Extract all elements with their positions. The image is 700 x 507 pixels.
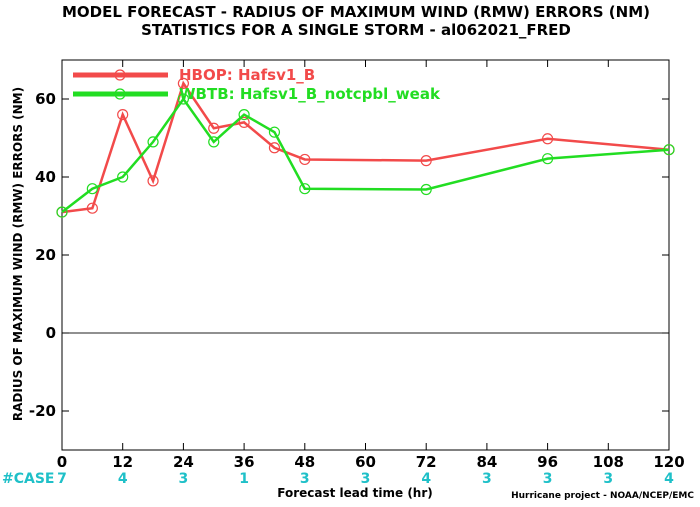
legend-label: HBOP: Hafsv1_B: [179, 66, 315, 84]
case-count: 4: [118, 471, 128, 487]
x-axis-label: Forecast lead time (hr): [277, 486, 433, 500]
chart-subtitle: STATISTICS FOR A SINGLE STORM - al062021…: [141, 21, 571, 39]
legend-marker: [114, 88, 126, 100]
data-point: [663, 144, 675, 156]
x-tick-label: 48: [294, 453, 315, 471]
data-point: [177, 77, 189, 90]
x-tick-label: 120: [653, 453, 684, 471]
plot-frame: [61, 59, 670, 451]
y-tick-label: 20: [35, 246, 56, 264]
data-point: [208, 136, 220, 148]
data-point: [541, 153, 554, 165]
data-point: [299, 183, 311, 195]
y-tick-label: -20: [29, 402, 56, 420]
case-row-label: #CASE: [2, 471, 55, 487]
data-point: [299, 153, 311, 166]
x-tick-label: 0: [57, 453, 67, 471]
case-count: 3: [179, 471, 189, 487]
x-tick-label: 24: [173, 453, 194, 471]
legend-marker: [114, 69, 126, 81]
case-count: 1: [239, 471, 249, 487]
x-tick-label: 36: [234, 453, 255, 471]
data-point: [238, 108, 250, 121]
x-tick-label: 96: [537, 453, 558, 471]
data-point: [117, 108, 129, 121]
data-point: [420, 155, 432, 167]
case-counts: 7 4 3 1 3 3 4 3 3 3 4: [57, 471, 674, 487]
case-count: 3: [482, 471, 492, 487]
data-point: [177, 93, 189, 105]
y-tick-label: 60: [35, 90, 56, 108]
case-count: 3: [300, 471, 310, 487]
data-point: [147, 175, 159, 187]
chart-title: MODEL FORECAST - RADIUS OF MAXIMUM WIND …: [62, 3, 650, 21]
x-tick-label: 60: [355, 453, 376, 471]
x-tick-label: 12: [112, 453, 133, 471]
case-count: 4: [664, 471, 674, 487]
case-count: 3: [543, 471, 553, 487]
case-count: 4: [421, 471, 431, 487]
y-axis-label: RADIUS OF MAXIMUM WIND (RMW) ERRORS (NM): [11, 87, 25, 421]
x-tick-label: 84: [476, 453, 497, 471]
y-axis: -20 0 20 40 60: [29, 90, 669, 420]
x-tick-label: 72: [416, 453, 437, 471]
data-point: [238, 116, 250, 129]
data-point: [117, 171, 129, 183]
y-tick-label: 0: [46, 324, 56, 342]
x-axis: 0 12 24 36 48 60 72 84 96 108 120: [57, 60, 685, 471]
case-count: 7: [57, 471, 67, 487]
data-point: [208, 122, 220, 134]
y-tick-label: 40: [35, 168, 56, 186]
series-line-1: [61, 96, 670, 214]
data-point: [541, 133, 554, 145]
credit-text: Hurricane project - NOAA/NCEP/EMC: [511, 491, 694, 501]
data-point: [86, 202, 98, 214]
series-layer: [56, 77, 675, 218]
case-count: 3: [361, 471, 371, 487]
data-point: [56, 206, 68, 218]
x-tick-label: 108: [593, 453, 624, 471]
data-point: [420, 183, 432, 196]
data-point: [268, 126, 281, 138]
legend-label: WBTB: Hafsv1_B_notcpbl_weak: [179, 85, 441, 103]
data-point: [147, 136, 159, 148]
series-line-0: [61, 80, 670, 214]
data-point: [86, 183, 98, 195]
case-count: 3: [603, 471, 613, 487]
data-point: [268, 142, 281, 154]
